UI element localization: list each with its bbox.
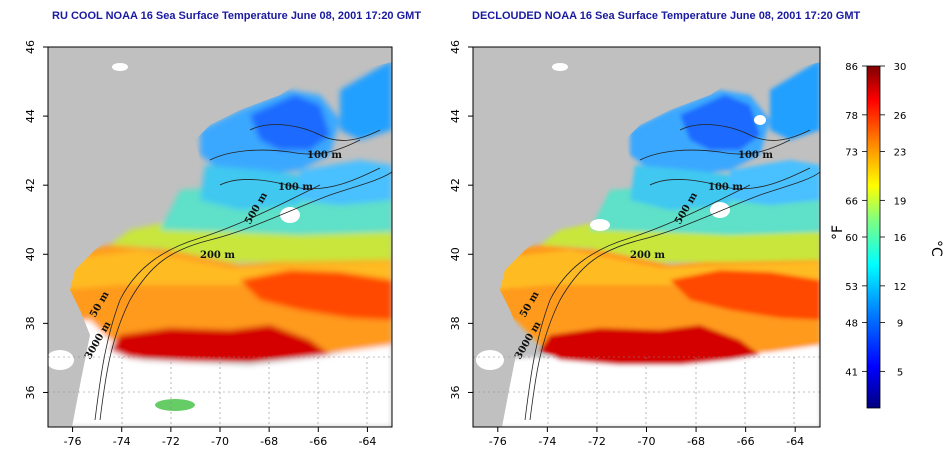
celsius-tick-label: 19 xyxy=(894,196,907,207)
cloud-patches xyxy=(476,63,766,370)
lon-tick-label: -68 xyxy=(260,435,278,448)
celsius-unit-label: °C xyxy=(928,240,944,257)
sst-map-right: 100 m 100 m 500 m 200 m 50 m 3000 m xyxy=(473,47,820,427)
colorbar-ticks: 86 30 78 26 73 23 66 19 60 16 53 12 48 9 41 5 xyxy=(845,62,906,378)
lon-tick-label: -74 xyxy=(113,435,131,448)
lat-tick-label: 38 xyxy=(24,316,37,330)
map-title-left: RU COOL NOAA 16 Sea Surface Temperature … xyxy=(52,10,422,22)
coastline-land xyxy=(473,47,820,427)
fahrenheit-tick-label: 73 xyxy=(845,148,858,159)
fahrenheit-tick-label: 53 xyxy=(845,282,858,293)
axes-left: -76 -74 -72 -70 -68 -66 -64 36 38 40 42 44 46 xyxy=(24,40,376,448)
graticule xyxy=(48,356,392,427)
graticule xyxy=(473,356,820,427)
lon-tick-label: -76 xyxy=(64,435,82,448)
colorbar xyxy=(866,65,881,409)
celsius-tick-label: 9 xyxy=(897,319,903,330)
lon-tick-label: -72 xyxy=(588,435,606,448)
fahrenheit-tick-label: 86 xyxy=(845,62,858,73)
lon-tick-label: -68 xyxy=(687,435,705,448)
coastline-land xyxy=(48,47,392,427)
fahrenheit-tick-label: 78 xyxy=(845,111,858,122)
lon-tick-label: -70 xyxy=(638,435,656,448)
lat-tick-label: 46 xyxy=(449,40,462,54)
lon-tick-label: -66 xyxy=(737,435,755,448)
lon-tick-label: -66 xyxy=(309,435,327,448)
celsius-tick-label: 26 xyxy=(894,111,907,122)
fahrenheit-tick-label: 60 xyxy=(845,233,858,244)
celsius-tick-label: 23 xyxy=(894,148,907,159)
lat-tick-label: 44 xyxy=(449,109,462,123)
lon-tick-label: -74 xyxy=(538,435,556,448)
lon-tick-label: -64 xyxy=(358,435,376,448)
lat-tick-label: 36 xyxy=(449,385,462,399)
isobath-label: 100 m xyxy=(738,150,773,161)
isobath-label: 100 m xyxy=(307,150,342,161)
isobath-label: 100 m xyxy=(708,182,743,193)
cloud-patches xyxy=(48,63,300,411)
map-title-right: DECLOUDED NOAA 16 Sea Surface Temperatur… xyxy=(472,10,861,22)
celsius-tick-label: 5 xyxy=(897,367,903,378)
celsius-tick-label: 30 xyxy=(894,62,907,73)
isobath-label: 200 m xyxy=(200,250,235,261)
fahrenheit-tick-label: 66 xyxy=(845,196,858,207)
lat-tick-label: 36 xyxy=(24,385,37,399)
lat-tick-label: 42 xyxy=(24,178,37,192)
isobath-label: 100 m xyxy=(278,182,313,193)
lon-tick-label: -70 xyxy=(211,435,229,448)
celsius-tick-label: 16 xyxy=(894,233,907,244)
lat-tick-label: 44 xyxy=(24,109,37,123)
lat-tick-label: 38 xyxy=(449,316,462,330)
fahrenheit-tick-label: 48 xyxy=(845,319,858,330)
lat-tick-label: 40 xyxy=(24,247,37,261)
lat-tick-label: 46 xyxy=(24,40,37,54)
lon-tick-label: -76 xyxy=(489,435,507,448)
isobath-lines xyxy=(524,124,820,421)
lat-tick-label: 42 xyxy=(449,178,462,192)
isobath-lines xyxy=(94,124,392,421)
fahrenheit-tick-label: 41 xyxy=(845,367,858,378)
sst-field xyxy=(48,60,392,427)
isobath-label: 200 m xyxy=(630,250,665,261)
lon-tick-label: -72 xyxy=(162,435,180,448)
sst-map-left: 100 m 100 m 500 m 200 m 50 m 3000 m xyxy=(48,47,392,427)
axes-right: -76 -74 -72 -70 -68 -66 -64 36 38 40 42 44 46 xyxy=(449,40,804,448)
lat-tick-label: 40 xyxy=(449,247,462,261)
celsius-tick-label: 12 xyxy=(894,282,907,293)
lon-tick-label: -64 xyxy=(786,435,804,448)
fahrenheit-unit-label: °F xyxy=(830,225,846,240)
